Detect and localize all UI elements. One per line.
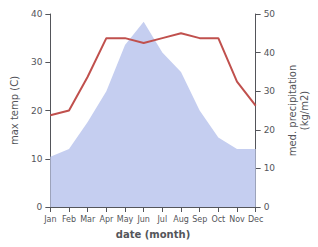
- svg-text:max temp (C): max temp (C): [9, 76, 20, 145]
- svg-text:Sep: Sep: [192, 215, 207, 224]
- svg-text:40: 40: [31, 9, 43, 19]
- svg-text:Feb: Feb: [62, 215, 76, 224]
- svg-text:May: May: [117, 215, 134, 224]
- svg-text:Jul: Jul: [157, 215, 168, 224]
- svg-text:Nov: Nov: [229, 215, 245, 224]
- svg-text:20: 20: [264, 125, 276, 135]
- svg-text:Mar: Mar: [80, 215, 96, 224]
- svg-text:10: 10: [31, 154, 43, 164]
- svg-text:10: 10: [264, 163, 276, 173]
- svg-text:Jun: Jun: [136, 215, 150, 224]
- svg-text:Aug: Aug: [173, 215, 189, 224]
- svg-text:(kg/m2): (kg/m2): [299, 91, 310, 131]
- svg-text:med. precipitation: med. precipitation: [287, 65, 298, 157]
- svg-text:Apr: Apr: [99, 215, 114, 224]
- svg-text:20: 20: [31, 106, 43, 116]
- svg-text:40: 40: [264, 48, 276, 58]
- svg-text:Dec: Dec: [248, 215, 263, 224]
- svg-text:0: 0: [264, 202, 270, 212]
- svg-text:Oct: Oct: [211, 215, 225, 224]
- svg-text:30: 30: [264, 86, 276, 96]
- svg-text:30: 30: [31, 57, 43, 67]
- svg-text:50: 50: [264, 9, 276, 19]
- svg-text:0: 0: [37, 202, 43, 212]
- svg-text:Jan: Jan: [43, 215, 56, 224]
- svg-text:date (month): date (month): [116, 229, 190, 240]
